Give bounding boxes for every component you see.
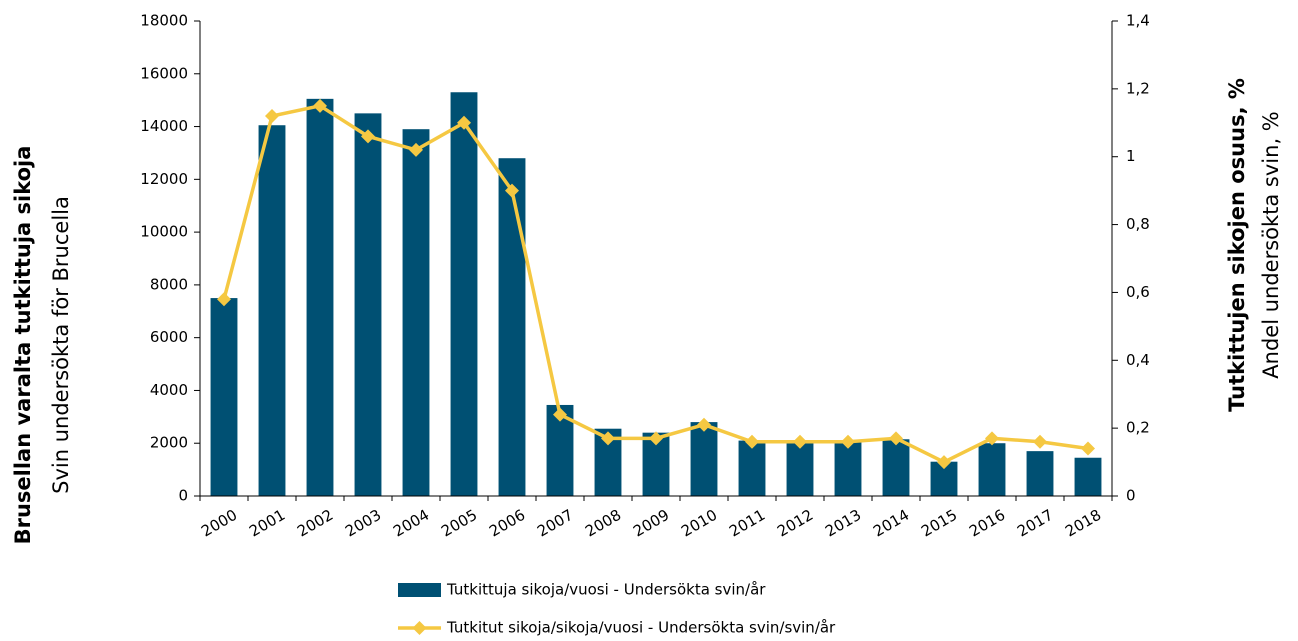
y-tick-label: 16000 (140, 64, 188, 82)
line-marker (793, 434, 807, 449)
bar (882, 439, 910, 496)
y2-tick-label: 0 (1126, 487, 1136, 505)
y-tick-label: 10000 (140, 223, 188, 241)
x-tick-label: 2000 (198, 506, 240, 541)
y-tick-label: 2000 (150, 434, 188, 452)
legend-marker (412, 621, 427, 635)
x-tick-label: 2004 (390, 506, 432, 541)
bar (978, 443, 1006, 496)
line-marker (937, 455, 951, 470)
y-tick-label: 12000 (140, 170, 188, 188)
line-marker (985, 431, 999, 446)
x-tick-label: 2013 (822, 506, 864, 541)
bar (738, 440, 766, 496)
y2-tick-label: 0,2 (1126, 419, 1150, 437)
x-tick-label: 2018 (1062, 506, 1104, 541)
legend-label: Tutkittuja sikoja/vuosi - Undersökta svi… (446, 581, 766, 599)
bar (690, 422, 718, 496)
legend-swatch (398, 583, 441, 597)
bar (498, 158, 526, 496)
x-tick-label: 2006 (486, 506, 528, 541)
line-marker (505, 183, 519, 198)
bar (402, 129, 430, 496)
line-marker (217, 292, 231, 307)
bar (306, 98, 334, 496)
x-tick-label: 2005 (438, 506, 480, 541)
y-tick-label: 14000 (140, 117, 188, 135)
y2-axis-title: Tutkittujen sikojen osuus, % (1225, 78, 1249, 412)
y2-tick-label: 1,2 (1126, 79, 1150, 97)
bar (210, 298, 238, 496)
legend-label: Tutkitut sikoja/sikoja/vuosi - Undersökt… (446, 619, 836, 637)
line-marker (313, 98, 327, 113)
x-tick-label: 2001 (246, 506, 288, 541)
y-axis-subtitle: Svin undersökta för Brucella (49, 196, 73, 494)
x-tick-label: 2010 (678, 506, 720, 541)
bar (354, 113, 382, 496)
y2-tick-label: 0,8 (1126, 215, 1150, 233)
line-marker (457, 115, 471, 130)
line (222, 103, 1089, 465)
y-tick-label: 8000 (150, 275, 188, 293)
line-marker (889, 431, 903, 446)
y2-axis-subtitle: Andel undersökta svin, % (1259, 111, 1283, 378)
bar (786, 440, 814, 496)
y-tick-label: 18000 (140, 12, 188, 30)
x-tick-label: 2015 (918, 506, 960, 541)
x-tick-label: 2012 (774, 506, 816, 541)
y-tick-label: 4000 (150, 381, 188, 399)
line-marker (361, 129, 375, 144)
x-tick-label: 2008 (582, 506, 624, 541)
line-marker (553, 407, 567, 422)
bar (1026, 451, 1054, 496)
y-axis-title: Brusellan varalta tutkittuja sikoja (11, 146, 35, 545)
bar (258, 125, 286, 496)
x-tick-label: 2009 (630, 506, 672, 541)
line-marker (841, 434, 855, 449)
line-marker (409, 142, 423, 157)
line-marker (601, 431, 615, 446)
bar (834, 441, 862, 496)
line-marker (745, 434, 759, 449)
x-tick-label: 2014 (870, 506, 912, 541)
y2-tick-label: 1,4 (1126, 12, 1150, 30)
line-marker (265, 109, 279, 123)
x-tick-label: 2003 (342, 506, 384, 541)
line-marker (1081, 441, 1095, 456)
x-tick-label: 2011 (726, 506, 768, 541)
y-tick-label: 0 (178, 487, 188, 505)
bar (1074, 457, 1102, 496)
y2-tick-label: 1 (1126, 147, 1136, 165)
x-tick-label: 2007 (534, 506, 576, 541)
x-tick-label: 2016 (966, 506, 1008, 541)
y2-tick-label: 0,4 (1126, 351, 1150, 369)
line-marker (1033, 434, 1047, 449)
x-tick-label: 2017 (1014, 506, 1056, 541)
line-marker (697, 417, 711, 432)
y2-tick-label: 0,6 (1126, 283, 1150, 301)
line-marker (649, 431, 663, 446)
bar (450, 92, 478, 496)
y-tick-label: 6000 (150, 328, 188, 346)
x-tick-label: 2002 (294, 506, 336, 541)
